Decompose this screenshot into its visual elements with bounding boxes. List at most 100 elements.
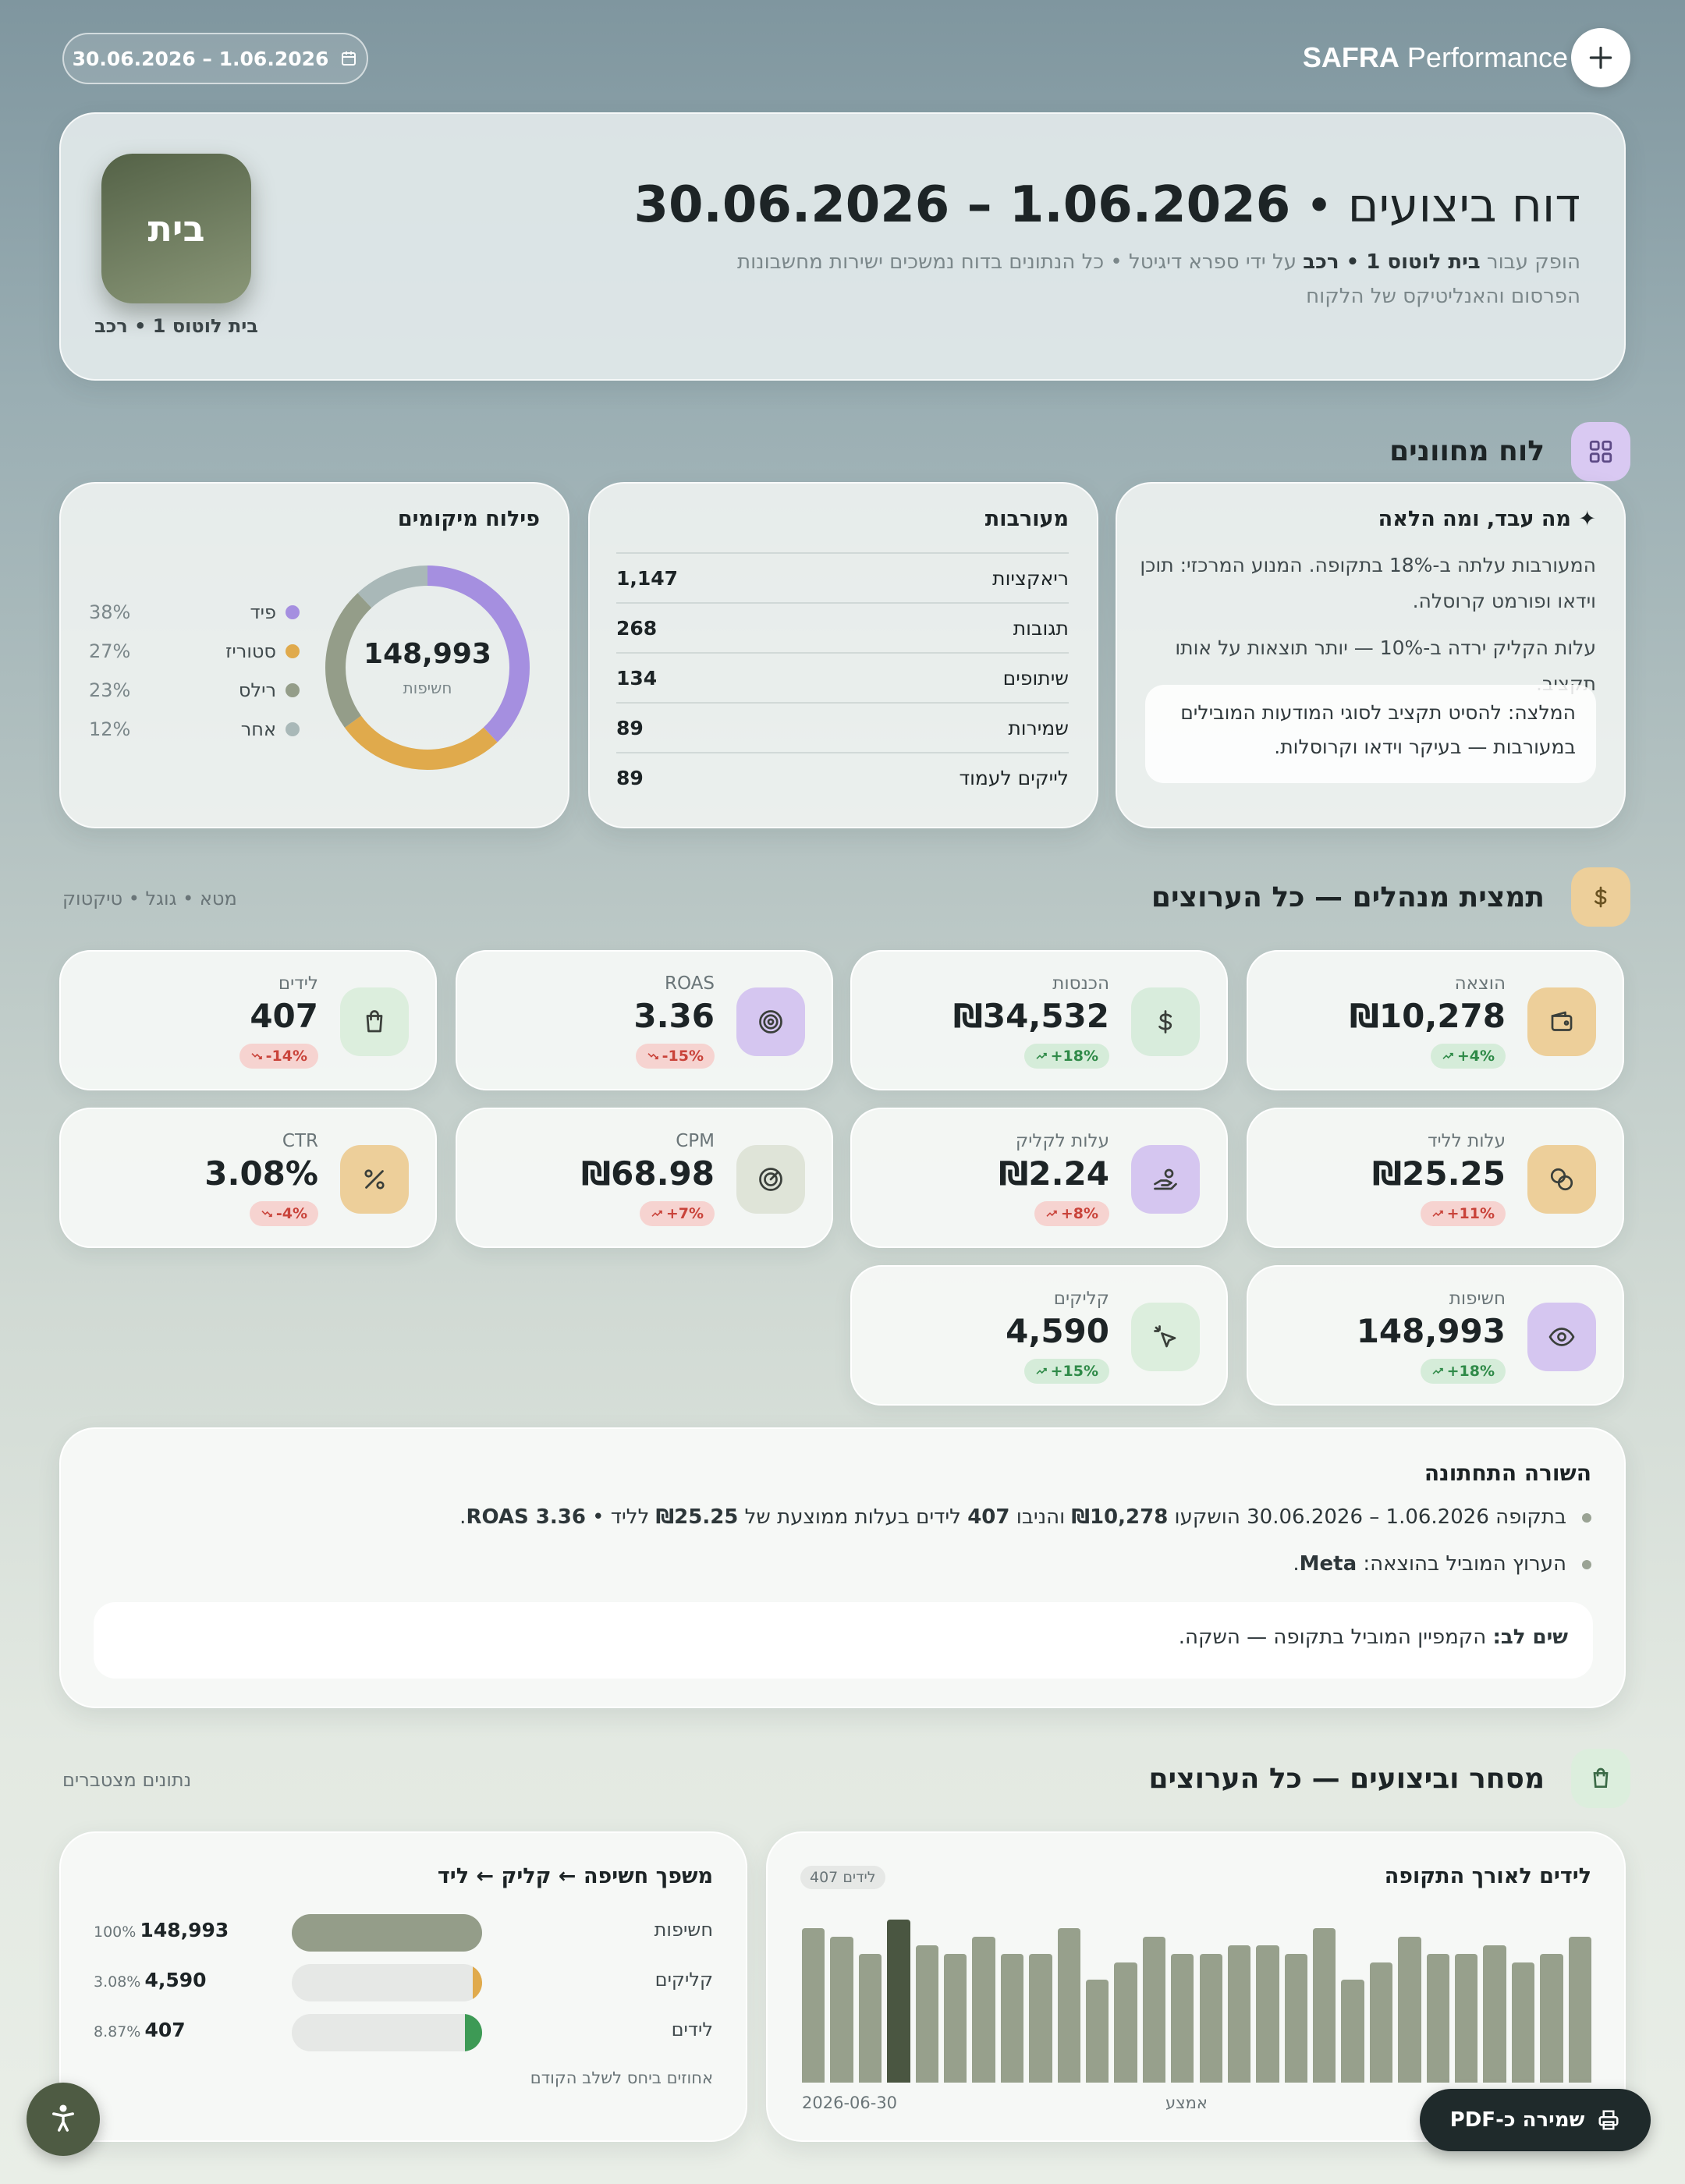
insight-cpc: עלות הקליק ירדה ב-10% — יותר תוצאות על א… (1175, 636, 1596, 695)
engagement-row: תגובות 268 (616, 602, 1069, 652)
dollar-icon (1158, 1010, 1172, 1034)
kpi-card: CTR 3.08% -4% (59, 1108, 437, 1248)
kpi-label: חשיפות (1449, 1289, 1506, 1309)
x-axis-start-label: 2026-06-30 (802, 2094, 898, 2112)
legend-pct: 27% (89, 640, 131, 662)
leads-bar (1284, 1954, 1308, 2083)
wallet-icon (1551, 1011, 1573, 1031)
kpi-card: ROAS 3.36 -15% (456, 950, 833, 1090)
leads-bar (1227, 1945, 1251, 2083)
funnel-count: 148,993 (140, 1919, 229, 1941)
trend-icon (647, 1053, 658, 1060)
kpi-value: ₪34,532 (952, 997, 1109, 1035)
kpi-label: לידים (278, 973, 318, 994)
legend-swatch (286, 683, 300, 697)
engagement-label: תגובות (1013, 616, 1069, 640)
trend-icon (651, 1210, 662, 1217)
funnel-label: לידים (671, 2019, 713, 2040)
leads-bar (1540, 1954, 1563, 2083)
legend-item: 23% רילס (89, 671, 307, 710)
bottom-line-item: הערוץ המוביל בהוצאה: Meta. (1293, 1552, 1591, 1576)
cursor-click-icon (1154, 1325, 1176, 1348)
kpi-card: הכנסות ₪34,532 +18% (850, 950, 1228, 1090)
report-hero: דוח ביצועים • 30.06.2026 – 1.06.2026 הופ… (59, 112, 1626, 381)
legend-pct: 23% (89, 679, 131, 701)
bottom-line-item: בתקופה 1.06.2026 – 30.06.2026 הושקעו ₪10… (459, 1505, 1591, 1529)
printer-icon (1598, 2110, 1619, 2130)
funnel-label: קליקים (654, 1969, 713, 1991)
accessibility-button[interactable] (27, 2083, 100, 2156)
brand-logo: SAFRA Performance (1303, 39, 1568, 76)
kpi-card: הוצאה ₪10,278 +4% (1247, 950, 1624, 1090)
kpi-label: עלות לקליק (1015, 1131, 1109, 1151)
dashboard-section-icon (1571, 422, 1630, 481)
kpi-value: 3.08% (204, 1154, 318, 1193)
leads-bar (1114, 1962, 1137, 2083)
client-logo: בית (101, 154, 251, 303)
kpi-label: הוצאה (1454, 973, 1506, 994)
kpi-change-badge: +7% (639, 1201, 715, 1226)
legend-pct: 12% (89, 718, 131, 740)
eye-icon (1548, 1328, 1575, 1346)
recommendation-box: המלצה: להסיט תקציב לסוגי המודעות המובילי… (1145, 685, 1596, 783)
engagement-card: מעורבות ריאקציות 1,147 תגובות 268 שיתופים 134… (588, 482, 1098, 828)
legend-item: 12% אחר (89, 710, 307, 749)
kpi-value: ₪2.24 (999, 1154, 1109, 1193)
dashboard-title: לוח מחוונים (1389, 435, 1545, 467)
summary-section-icon (1571, 867, 1630, 927)
funnel-footnote: אחוזים ביחס לשלב הקודם (530, 2069, 713, 2087)
x-axis-mid-label: אמצע (1165, 2094, 1208, 2112)
leads-bar (1398, 1937, 1421, 2083)
leads-bar (1142, 1937, 1166, 2083)
kpi-change-badge: +18% (1023, 1044, 1109, 1069)
legend-swatch (286, 644, 300, 658)
kpi-change-badge: -15% (635, 1044, 715, 1069)
kpi-change-badge: -14% (239, 1044, 318, 1069)
date-range-picker[interactable]: 30.06.2026 – 1.06.2026 (62, 33, 368, 84)
trend-icon (1442, 1052, 1453, 1059)
bottom-line-note: שים לב: הקמפיין המוביל בתקופה — השקה. (94, 1602, 1593, 1679)
leads-bar (1483, 1945, 1506, 2083)
funnel-label: חשיפות (654, 1919, 713, 1941)
kpi-change-badge: +18% (1420, 1359, 1506, 1384)
kpi-icon-tile (340, 987, 409, 1056)
engagement-label: ריאקציות (992, 566, 1069, 590)
kpi-value: 148,993 (1356, 1312, 1506, 1350)
add-button[interactable] (1571, 28, 1630, 87)
commerce-title: מסחר וביצועים — כל הערוצים (1148, 1763, 1545, 1795)
bag-icon (366, 1010, 383, 1033)
plus-icon (1589, 46, 1612, 69)
leads-bar (1171, 1954, 1194, 2083)
kpi-value: 3.36 (633, 997, 715, 1035)
leads-bar (1369, 1962, 1393, 2083)
kpi-change-badge: +15% (1023, 1359, 1109, 1384)
trend-icon (1432, 1367, 1443, 1374)
kpi-icon-tile (736, 1145, 805, 1214)
kpi-value: 407 (250, 997, 318, 1035)
engagement-list: ריאקציות 1,147 תגובות 268 שיתופים 134 שמירות 89… (616, 552, 1069, 802)
donut-slice (325, 566, 530, 770)
funnel-bar-fill (465, 2014, 482, 2051)
kpi-card: עלות לליד ₪25.25 +11% (1247, 1108, 1624, 1248)
legend-swatch (286, 722, 300, 736)
placements-legend: 38% פיד 27% סטוריז 23% רילס 12% אחר (89, 593, 307, 749)
leads-bar (1511, 1962, 1535, 2083)
engagement-title: מעורבות (984, 507, 1069, 531)
funnel-title: משפך חשיפה ← קליק ← ליד (437, 1864, 713, 1888)
funnel-pct: 8.87% (94, 2023, 141, 2040)
brand-suffix: Performance (1407, 41, 1568, 73)
engagement-value: 134 (616, 666, 658, 690)
funnel-pct: 3.08% (94, 1973, 141, 1991)
placements-title: פילוח מיקומים (397, 507, 540, 531)
save-pdf-label: שמירה כ-PDF (1449, 2108, 1585, 2132)
trend-icon (1046, 1210, 1057, 1217)
bag-icon (1593, 1767, 1609, 1788)
save-pdf-button[interactable]: שמירה כ-PDF (1420, 2089, 1651, 2151)
kpi-label: הכנסות (1052, 973, 1109, 994)
kpi-icon-tile (1131, 987, 1200, 1056)
funnel-bar (292, 1964, 482, 2001)
kpi-label: CTR (282, 1131, 318, 1151)
leads-bar (1426, 1954, 1450, 2083)
kpi-icon-tile (1527, 1303, 1596, 1371)
legend-pct: 38% (89, 601, 131, 623)
